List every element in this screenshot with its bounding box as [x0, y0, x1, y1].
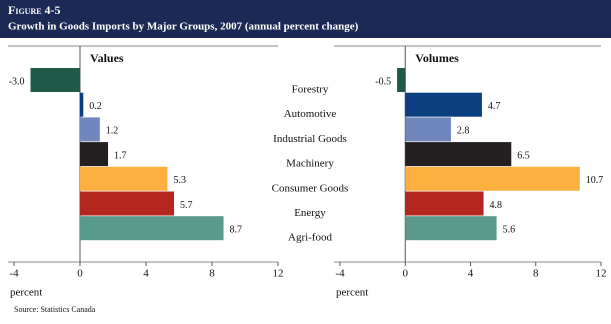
x-tick-label: 12	[596, 268, 607, 280]
value-label: 0.2	[89, 101, 102, 112]
value-label: 10.7	[586, 175, 604, 186]
bar	[80, 117, 100, 142]
category-label: Automotive	[284, 108, 337, 120]
x-tick-label: 4	[143, 268, 149, 280]
value-label: 8.7	[230, 224, 243, 235]
category-label: Consumer Goods	[272, 182, 349, 194]
x-tick-label: -4	[335, 268, 345, 280]
category-label: Energy	[294, 207, 326, 219]
panel-title: Values	[90, 51, 124, 65]
bar	[405, 216, 497, 241]
figure-number: Figure 4-5	[8, 3, 61, 17]
x-tick-label: 0	[77, 268, 83, 280]
x-tick-label: 8	[533, 268, 539, 280]
bar	[80, 191, 175, 216]
x-tick-label: 0	[403, 268, 409, 280]
bar	[405, 92, 482, 117]
value-label: 5.6	[503, 224, 515, 235]
figure-title: Growth in Goods Imports by Major Groups,…	[8, 21, 359, 33]
category-label: Machinery	[286, 158, 334, 170]
value-label: -0.5	[375, 76, 391, 87]
value-label: 2.8	[457, 126, 470, 137]
header-band	[0, 0, 611, 38]
bar	[80, 142, 109, 167]
x-tick-label: 4	[468, 268, 474, 280]
value-label: 4.8	[490, 200, 503, 211]
source: Source: Statistics Canada	[14, 305, 96, 314]
value-label: 6.5	[517, 150, 530, 161]
bar	[405, 142, 512, 167]
bar	[80, 92, 84, 117]
bar	[80, 166, 168, 191]
value-label: 1.7	[114, 150, 127, 161]
bar	[397, 68, 406, 92]
x-tick-label: -4	[9, 268, 19, 280]
bar	[30, 68, 80, 92]
category-label: Industrial Goods	[273, 133, 347, 145]
category-label: Agri-food	[288, 232, 332, 244]
value-label: 4.7	[488, 101, 501, 112]
category-label: Forestry	[292, 84, 329, 96]
bar	[80, 216, 224, 241]
x-tick-label: 8	[209, 268, 215, 280]
panel-title: Volumes	[415, 51, 459, 65]
value-label: 1.2	[106, 126, 119, 137]
bar	[405, 166, 580, 191]
value-label: 5.7	[180, 200, 193, 211]
x-axis-label: percent	[10, 287, 42, 299]
value-label: -3.0	[9, 76, 25, 87]
x-axis-label: percent	[336, 287, 368, 299]
value-label: 5.3	[173, 175, 186, 186]
x-tick-label: 12	[273, 268, 284, 280]
bar	[405, 191, 484, 216]
bar	[405, 117, 451, 142]
